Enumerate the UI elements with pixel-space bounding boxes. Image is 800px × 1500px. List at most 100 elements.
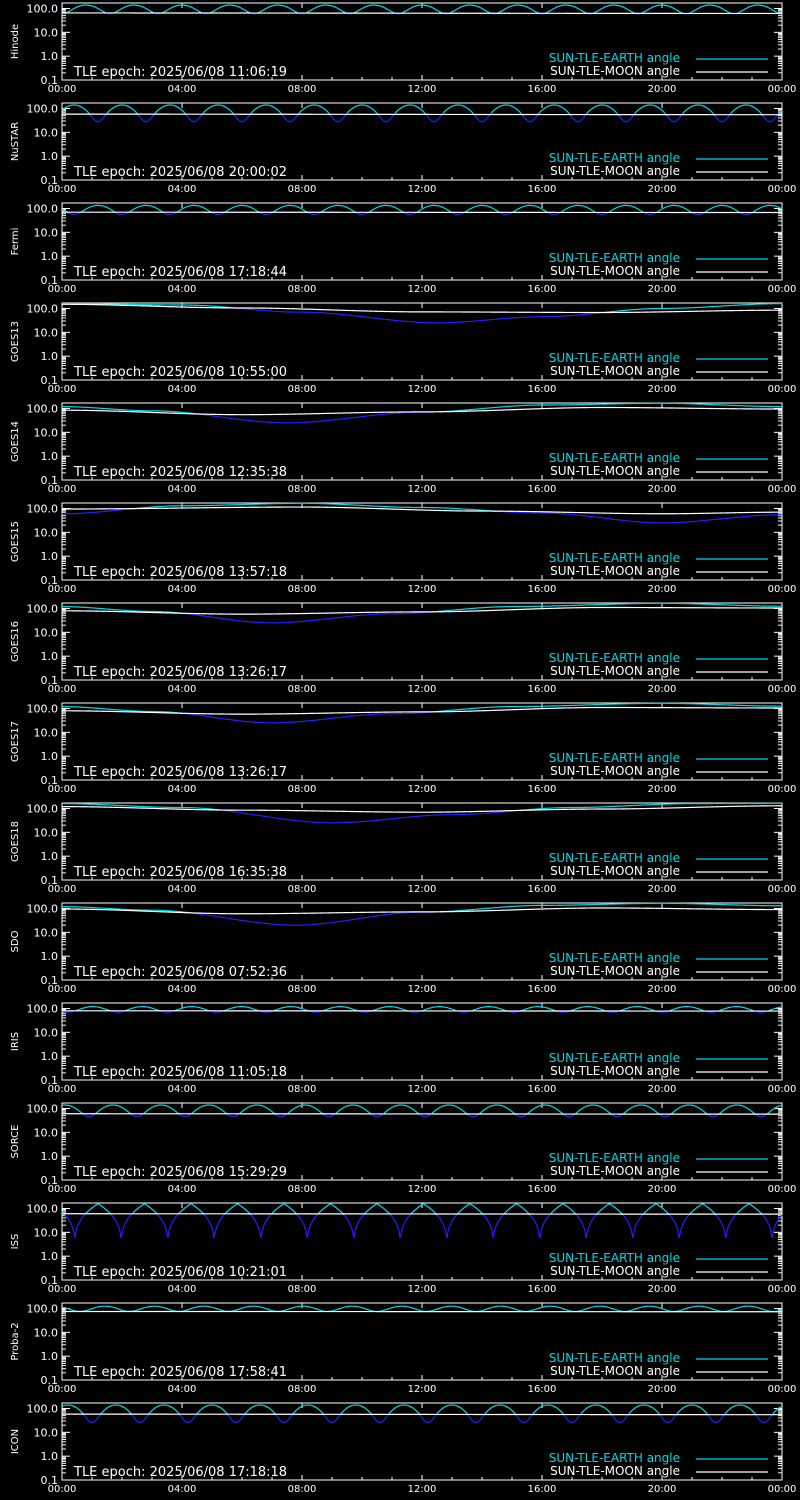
x-tick-label: 12:00 (408, 584, 437, 595)
series-sun-tle-earth-angle (305, 4, 348, 14)
y-tick-label: 0.1 (41, 874, 59, 887)
series-sun-tle-earth-angle (82, 1112, 97, 1118)
y-tick-label: 10.0 (34, 1126, 59, 1139)
x-tick-label: 04:00 (168, 284, 197, 295)
series-sun-tle-earth-angle (62, 507, 135, 515)
x-tick-label: 00:00 (768, 384, 797, 395)
y-tick-label: 100.0 (27, 602, 59, 615)
panel-goes15: 100.010.01.00.100:00 04:00 08:00 12:00 16:00… (10, 502, 796, 595)
series-sun-tle-earth-angle (80, 204, 117, 214)
x-tick-label: 00:00 (48, 684, 77, 695)
series-sun-tle-earth-angle (436, 1404, 469, 1416)
series-sun-tle-earth-angle (718, 1104, 757, 1116)
series-sun-tle-earth-angle (439, 402, 783, 413)
series-sun-tle-earth-angle (388, 1404, 421, 1416)
x-tick-label: 04:00 (168, 1484, 197, 1495)
series-sun-tle-earth-angle (179, 1413, 198, 1424)
y-tick-label: 1.0 (41, 850, 59, 863)
x-tick-label: 16:00 (528, 584, 557, 595)
y-axis-label: GOES13 (10, 321, 21, 362)
series-sun-tle-earth-angle (250, 1212, 273, 1239)
series-sun-tle-earth-angle (688, 4, 733, 15)
series-sun-tle-earth-angle (63, 1212, 87, 1239)
y-axis-label: ICON (10, 1429, 21, 1454)
y-tick-label: 10.0 (34, 26, 59, 39)
legend-label: SUN-TLE-EARTH angle (549, 151, 680, 165)
x-tick-label: 00:00 (768, 484, 797, 495)
series-sun-tle-earth-angle (233, 112, 252, 123)
y-tick-label: 1.0 (41, 950, 59, 963)
x-tick-label: 12:00 (408, 284, 437, 295)
legend-label: SUN-TLE-MOON angle (550, 364, 680, 378)
series-sun-tle-earth-angle (389, 1213, 412, 1239)
x-tick-label: 00:00 (768, 584, 797, 595)
series-sun-tle-earth-angle (739, 211, 754, 216)
series-sun-tle-earth-angle (529, 1212, 552, 1239)
series-sun-tle-earth-angle (432, 602, 782, 613)
y-tick-label: 100.0 (27, 1202, 59, 1215)
y-tick-label: 1.0 (41, 1450, 59, 1463)
panel-goes13: 100.010.01.00.100:00 04:00 08:00 12:00 16:00… (10, 302, 796, 395)
series-sun-tle-earth-angle (83, 1413, 102, 1424)
series-sun-tle-earth-angle (457, 1202, 484, 1215)
y-tick-label: 0.1 (41, 674, 59, 687)
legend-label: SUN-TLE-MOON angle (550, 1064, 680, 1078)
y-tick-label: 0.1 (41, 574, 59, 587)
series-sun-tle-earth-angle (259, 211, 274, 216)
x-tick-label: 16:00 (528, 684, 557, 695)
y-tick-label: 10.0 (34, 326, 59, 339)
series-sun-tle-earth-angle (323, 1413, 342, 1424)
series-sun-tle-earth-angle (209, 4, 252, 14)
y-axis-label: GOES15 (10, 521, 21, 562)
series-sun-tle-earth-angle (659, 1413, 678, 1424)
series-sun-tle-earth-angle (478, 1104, 517, 1116)
x-tick-label: 00:00 (768, 984, 797, 995)
series-sun-tle-earth-angle (148, 1404, 181, 1416)
series-sun-tle-earth-angle (473, 112, 492, 123)
series-sun-tle-earth-angle (274, 1112, 289, 1118)
x-tick-label: 08:00 (288, 384, 317, 395)
series-sun-tle-earth-angle (67, 211, 82, 216)
x-tick-label: 04:00 (168, 1184, 197, 1195)
y-axis-label: Hinode (10, 24, 21, 59)
x-tick-label: 04:00 (168, 484, 197, 495)
x-tick-label: 00:00 (768, 1284, 797, 1295)
legend-label: SUN-TLE-EARTH angle (549, 1051, 680, 1065)
tle-epoch-label: TLE epoch: 2025/06/08 13:57:18 (73, 565, 287, 580)
series-sun-tle-earth-angle (425, 112, 444, 123)
x-tick-label: 08:00 (288, 1484, 317, 1495)
series-sun-tle-earth-angle (133, 502, 497, 512)
series-sun-tle-moon-angle (62, 303, 782, 314)
series-sun-tle-earth-angle (755, 1113, 768, 1118)
series-sun-tle-earth-angle (640, 4, 685, 15)
x-tick-label: 08:00 (288, 884, 317, 895)
y-tick-label: 1.0 (41, 1250, 59, 1263)
x-tick-label: 20:00 (648, 884, 677, 895)
legend-label: SUN-TLE-MOON angle (550, 464, 680, 478)
series-sun-tle-earth-angle (176, 204, 213, 214)
x-tick-label: 00:00 (768, 1384, 797, 1395)
series-sun-tle-earth-angle (714, 114, 731, 123)
y-tick-label: 10.0 (34, 1426, 59, 1439)
y-tick-label: 1.0 (41, 1350, 59, 1363)
tle-epoch-label: TLE epoch: 2025/06/08 17:58:41 (73, 1365, 287, 1380)
legend-label: SUN-TLE-MOON angle (550, 1364, 680, 1378)
legend-label: SUN-TLE-EARTH angle (549, 351, 680, 365)
series-sun-tle-earth-angle (61, 1404, 85, 1416)
y-tick-label: 1.0 (41, 250, 59, 263)
x-tick-label: 16:00 (528, 1184, 557, 1195)
series-sun-tle-earth-angle (357, 1010, 373, 1013)
x-tick-label: 00:00 (48, 884, 77, 895)
x-tick-label: 08:00 (288, 584, 317, 595)
y-tick-label: 100.0 (27, 402, 59, 415)
series-sun-tle-earth-angle (364, 1202, 391, 1215)
series-sun-tle-earth-angle (346, 104, 379, 115)
legend-label: SUN-TLE-EARTH angle (549, 851, 680, 865)
legend-label: SUN-TLE-EARTH angle (549, 451, 680, 465)
x-tick-label: 00:00 (768, 1484, 797, 1495)
x-tick-label: 08:00 (288, 784, 317, 795)
x-tick-label: 20:00 (648, 584, 677, 595)
y-tick-label: 1.0 (41, 350, 59, 363)
series-sun-tle-earth-angle (490, 104, 524, 117)
legend-label: SUN-TLE-EARTH angle (549, 951, 680, 965)
